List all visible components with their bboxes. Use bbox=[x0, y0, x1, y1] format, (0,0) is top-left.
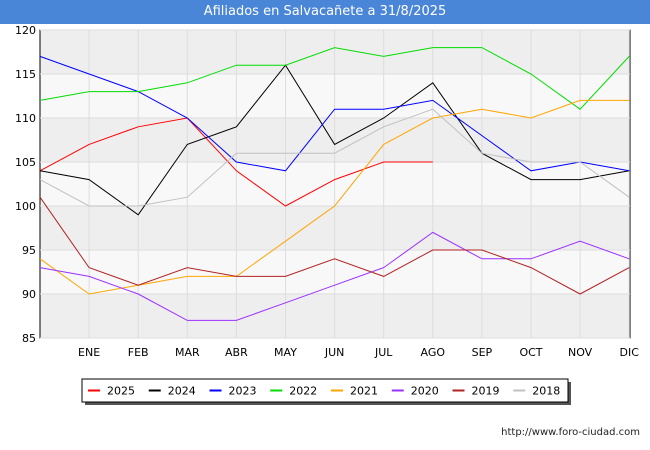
y-tick-label: 85 bbox=[22, 332, 36, 345]
y-tick-label: 100 bbox=[15, 200, 36, 213]
series-line-2020 bbox=[39, 231, 630, 321]
x-tick-label: ENE bbox=[78, 346, 100, 359]
legend-box bbox=[81, 378, 569, 403]
legend-label-2018: 2018 bbox=[532, 385, 560, 398]
x-tick-label: SEP bbox=[472, 346, 493, 359]
chart-title: Afiliados en Salvacañete a 31/8/2025 bbox=[0, 0, 650, 24]
y-tick-label: 95 bbox=[22, 244, 36, 257]
series-line-2022 bbox=[39, 47, 630, 110]
legend-label-2025: 2025 bbox=[107, 385, 135, 398]
y-tick-label: 115 bbox=[15, 68, 36, 81]
x-tick-label: JUL bbox=[374, 346, 393, 359]
series-line-2018 bbox=[39, 108, 630, 207]
legend-label-2021: 2021 bbox=[350, 385, 378, 398]
x-tick-label: NOV bbox=[568, 346, 593, 359]
footer-url: http://www.foro-ciudad.com bbox=[501, 427, 640, 438]
legend-label-2022: 2022 bbox=[289, 385, 317, 398]
legend-label-2023: 2023 bbox=[229, 385, 257, 398]
x-tick-label: AGO bbox=[421, 346, 446, 359]
legend-label-2024: 2024 bbox=[168, 385, 196, 398]
series-line-2019 bbox=[39, 196, 630, 295]
x-tick-label: MAR bbox=[175, 346, 200, 359]
series-line-2024 bbox=[39, 64, 630, 216]
x-tick-label: JUN bbox=[324, 346, 345, 359]
y-tick-label: 90 bbox=[22, 288, 36, 301]
y-tick-label: 110 bbox=[15, 112, 36, 125]
x-tick-label: DIC bbox=[619, 346, 639, 359]
legend-label-2020: 2020 bbox=[411, 385, 439, 398]
legend-label-2019: 2019 bbox=[472, 385, 500, 398]
x-tick-label: MAY bbox=[274, 346, 297, 359]
x-tick-label: ABR bbox=[225, 346, 248, 359]
y-tick-label: 105 bbox=[15, 156, 36, 169]
x-tick-label: FEB bbox=[128, 346, 149, 359]
series-line-2025 bbox=[39, 117, 433, 207]
y-tick-label: 120 bbox=[15, 24, 36, 37]
x-tick-label: OCT bbox=[519, 346, 542, 359]
